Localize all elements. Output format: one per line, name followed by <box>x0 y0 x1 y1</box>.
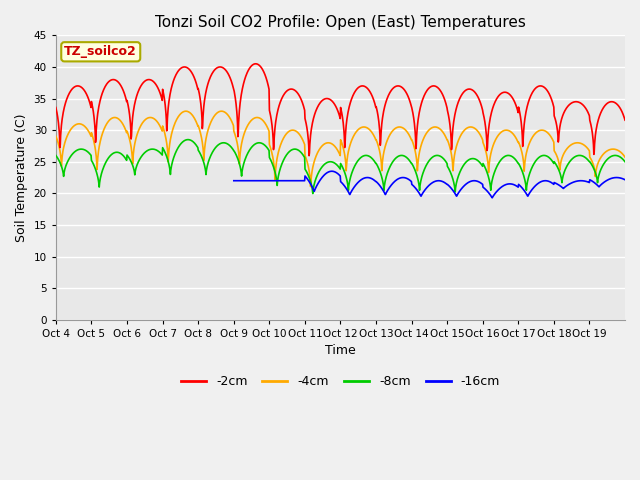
Legend: -2cm, -4cm, -8cm, -16cm: -2cm, -4cm, -8cm, -16cm <box>176 370 505 393</box>
Text: TZ_soilco2: TZ_soilco2 <box>65 45 137 58</box>
X-axis label: Time: Time <box>325 344 356 357</box>
Title: Tonzi Soil CO2 Profile: Open (East) Temperatures: Tonzi Soil CO2 Profile: Open (East) Temp… <box>155 15 526 30</box>
Y-axis label: Soil Temperature (C): Soil Temperature (C) <box>15 113 28 242</box>
